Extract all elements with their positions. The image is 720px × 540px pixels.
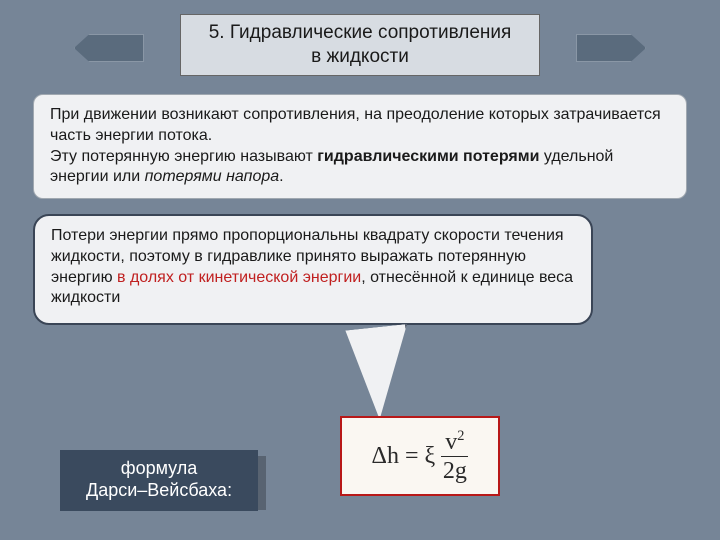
formula-xi: ξ (425, 443, 436, 470)
num-base: v (445, 429, 457, 455)
formula-den: 2g (443, 457, 467, 483)
formula-fraction: v2 2g (441, 429, 468, 483)
intro-line2a: Эту потерянную энергию называют (50, 148, 317, 165)
intro-line2e: . (279, 168, 283, 185)
formula-label-l1: формула (121, 458, 198, 478)
intro-line1: При движении возникают сопротивления, на… (50, 106, 661, 144)
speech-bubble: Потери энергии прямо пропорциональны ква… (33, 214, 593, 325)
formula-eq: = (405, 443, 419, 470)
intro-bold: гидравлическими потерями (317, 148, 539, 165)
page-title: 5. Гидравлические сопротивления в жидкос… (180, 14, 540, 76)
formula-lhs: Δh (372, 443, 399, 470)
intro-italic: потерями напора (145, 168, 280, 185)
intro-panel: При движении возникают сопротивления, на… (33, 94, 687, 199)
bubble-red: в долях от кинетической энергии (117, 269, 361, 286)
num-exp: 2 (457, 428, 464, 444)
formula-num: v2 (441, 429, 468, 457)
formula-label-l2: Дарси–Вейсбаха: (86, 480, 232, 500)
ribbon-left (74, 34, 144, 62)
formula-label: формула Дарси–Вейсбаха: (60, 450, 258, 511)
ribbon-right (576, 34, 646, 62)
formula-box: Δh = ξ v2 2g (340, 416, 500, 496)
